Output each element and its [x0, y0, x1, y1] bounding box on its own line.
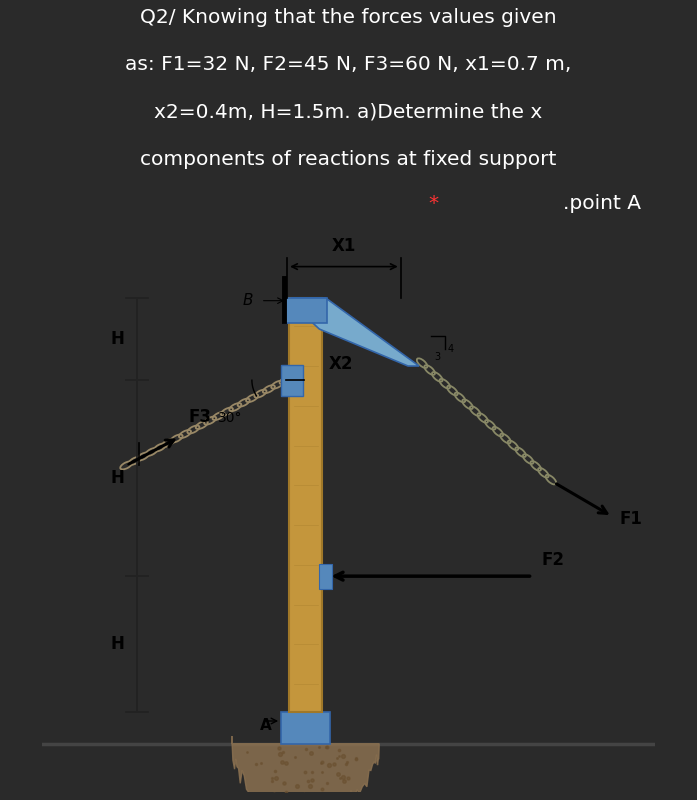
- Text: F1: F1: [620, 510, 643, 528]
- Text: A: A: [260, 718, 272, 733]
- Text: H: H: [110, 469, 124, 487]
- Text: *: *: [429, 194, 439, 213]
- Bar: [281, 713, 330, 744]
- Polygon shape: [232, 736, 379, 800]
- Text: as: F1=32 N, F2=45 N, F3=60 N, x1=0.7 m,: as: F1=32 N, F2=45 N, F3=60 N, x1=0.7 m,: [125, 55, 572, 74]
- Text: F3: F3: [189, 408, 212, 426]
- Bar: [289, 298, 323, 713]
- Text: Q2/ Knowing that the forces values given: Q2/ Knowing that the forces values given: [140, 8, 557, 26]
- Text: components of reactions at fixed support: components of reactions at fixed support: [140, 150, 557, 170]
- Text: x2=0.4m, H=1.5m. a)Determine the x: x2=0.4m, H=1.5m. a)Determine the x: [154, 103, 543, 122]
- Text: B: B: [243, 293, 254, 308]
- Text: 4: 4: [447, 345, 453, 354]
- Bar: [284, 298, 327, 323]
- Polygon shape: [292, 298, 419, 366]
- Text: .point A: .point A: [563, 194, 641, 213]
- Text: 3: 3: [434, 352, 441, 362]
- Bar: [282, 365, 302, 396]
- Bar: [319, 564, 332, 589]
- Text: F2: F2: [542, 551, 565, 570]
- Text: X2: X2: [328, 355, 353, 374]
- Text: H: H: [110, 330, 124, 348]
- Text: H: H: [110, 635, 124, 654]
- Text: 30°: 30°: [218, 411, 243, 426]
- Text: X1: X1: [332, 238, 356, 255]
